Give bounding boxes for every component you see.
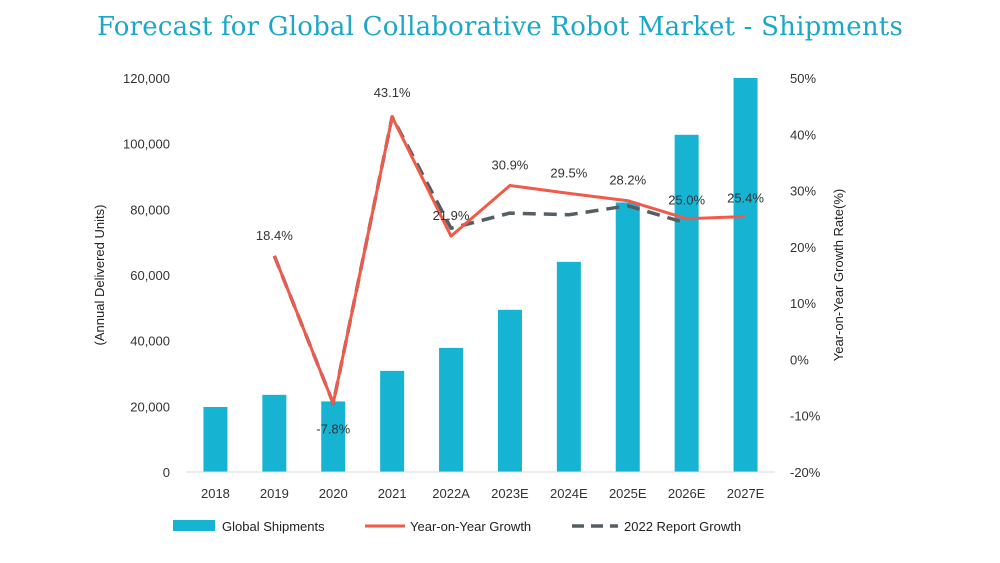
data-label-2027E: 25.4% — [727, 190, 764, 205]
data-label-2025E: 28.2% — [609, 173, 646, 188]
data-label-2019: 18.4% — [256, 228, 293, 243]
x-tick-label: 2023E — [491, 486, 529, 501]
bar-2018 — [203, 406, 228, 472]
bar-2020 — [321, 401, 346, 472]
bar-2023E — [497, 309, 522, 472]
y-tick-label: 0 — [163, 465, 170, 480]
labels-layer: 18.4% -7.8% 43.1% 21.9% 30.9% 29.5% 28.2% 25.0%… — [256, 85, 765, 436]
bar-2026E — [674, 134, 699, 472]
x-tick-label: 2026E — [668, 486, 706, 501]
report-growth-line — [272, 115, 688, 406]
y2-tick-label: 0% — [790, 352, 809, 367]
axes-layer: 0 20,000 40,000 60,000 80,000 100,000 120,000 -… — [92, 71, 846, 501]
x-tick-label: 2018 — [201, 486, 230, 501]
yoy-growth-line — [272, 115, 746, 405]
y2-tick-label: 20% — [790, 240, 816, 255]
data-label-2026E: 25.0% — [668, 193, 705, 208]
legend-label-shipments: Global Shipments — [222, 519, 325, 534]
x-tick-label: 2021 — [378, 486, 407, 501]
x-tick-label: 2020 — [319, 486, 348, 501]
y-tick-label: 100,000 — [123, 137, 170, 152]
data-label-2020: -7.8% — [316, 421, 350, 436]
data-label-2024E: 29.5% — [550, 165, 587, 180]
legend-swatch-shipments — [173, 520, 215, 531]
bar-2027E — [733, 78, 758, 472]
bar-2022A — [439, 347, 464, 472]
y2-tick-label: 10% — [790, 296, 816, 311]
x-tick-label: 2024E — [550, 486, 588, 501]
y2-tick-label: -10% — [790, 409, 821, 424]
chart-title: Forecast for Global Collaborative Robot … — [96, 12, 904, 42]
y-axis-title: (Annual Delivered Units) — [92, 205, 107, 346]
data-label-2021: 43.1% — [374, 85, 411, 100]
x-tick-label: 2025E — [609, 486, 647, 501]
bar-2019 — [262, 394, 287, 472]
x-tick-label: 2027E — [727, 486, 765, 501]
y2-axis-title: Year-on-Year Growth Rate(%) — [831, 189, 846, 361]
bar-2024E — [556, 261, 581, 472]
legend-label-yoy: Year-on-Year Growth — [410, 519, 531, 534]
y2-tick-label: 30% — [790, 184, 816, 199]
y-tick-label: 40,000 — [130, 334, 170, 349]
bar-2021 — [380, 370, 405, 472]
x-tick-label: 2019 — [260, 486, 289, 501]
data-label-2023E: 30.9% — [492, 158, 529, 173]
bars-layer — [203, 78, 758, 472]
y-tick-label: 20,000 — [130, 399, 170, 414]
y-tick-label: 60,000 — [130, 268, 170, 283]
y-tick-label: 80,000 — [130, 202, 170, 217]
y-tick-label: 120,000 — [123, 71, 170, 86]
legend: Global Shipments Year-on-Year Growth 2022 … — [173, 519, 741, 534]
y2-tick-label: -20% — [790, 465, 821, 480]
lines-layer — [272, 115, 746, 406]
data-label-2022A: 21.9% — [433, 208, 470, 223]
y2-tick-label: 40% — [790, 127, 816, 142]
bar-2025E — [615, 202, 640, 472]
legend-label-report: 2022 Report Growth — [624, 519, 741, 534]
x-tick-label: 2022A — [432, 486, 470, 501]
y2-tick-label: 50% — [790, 71, 816, 86]
